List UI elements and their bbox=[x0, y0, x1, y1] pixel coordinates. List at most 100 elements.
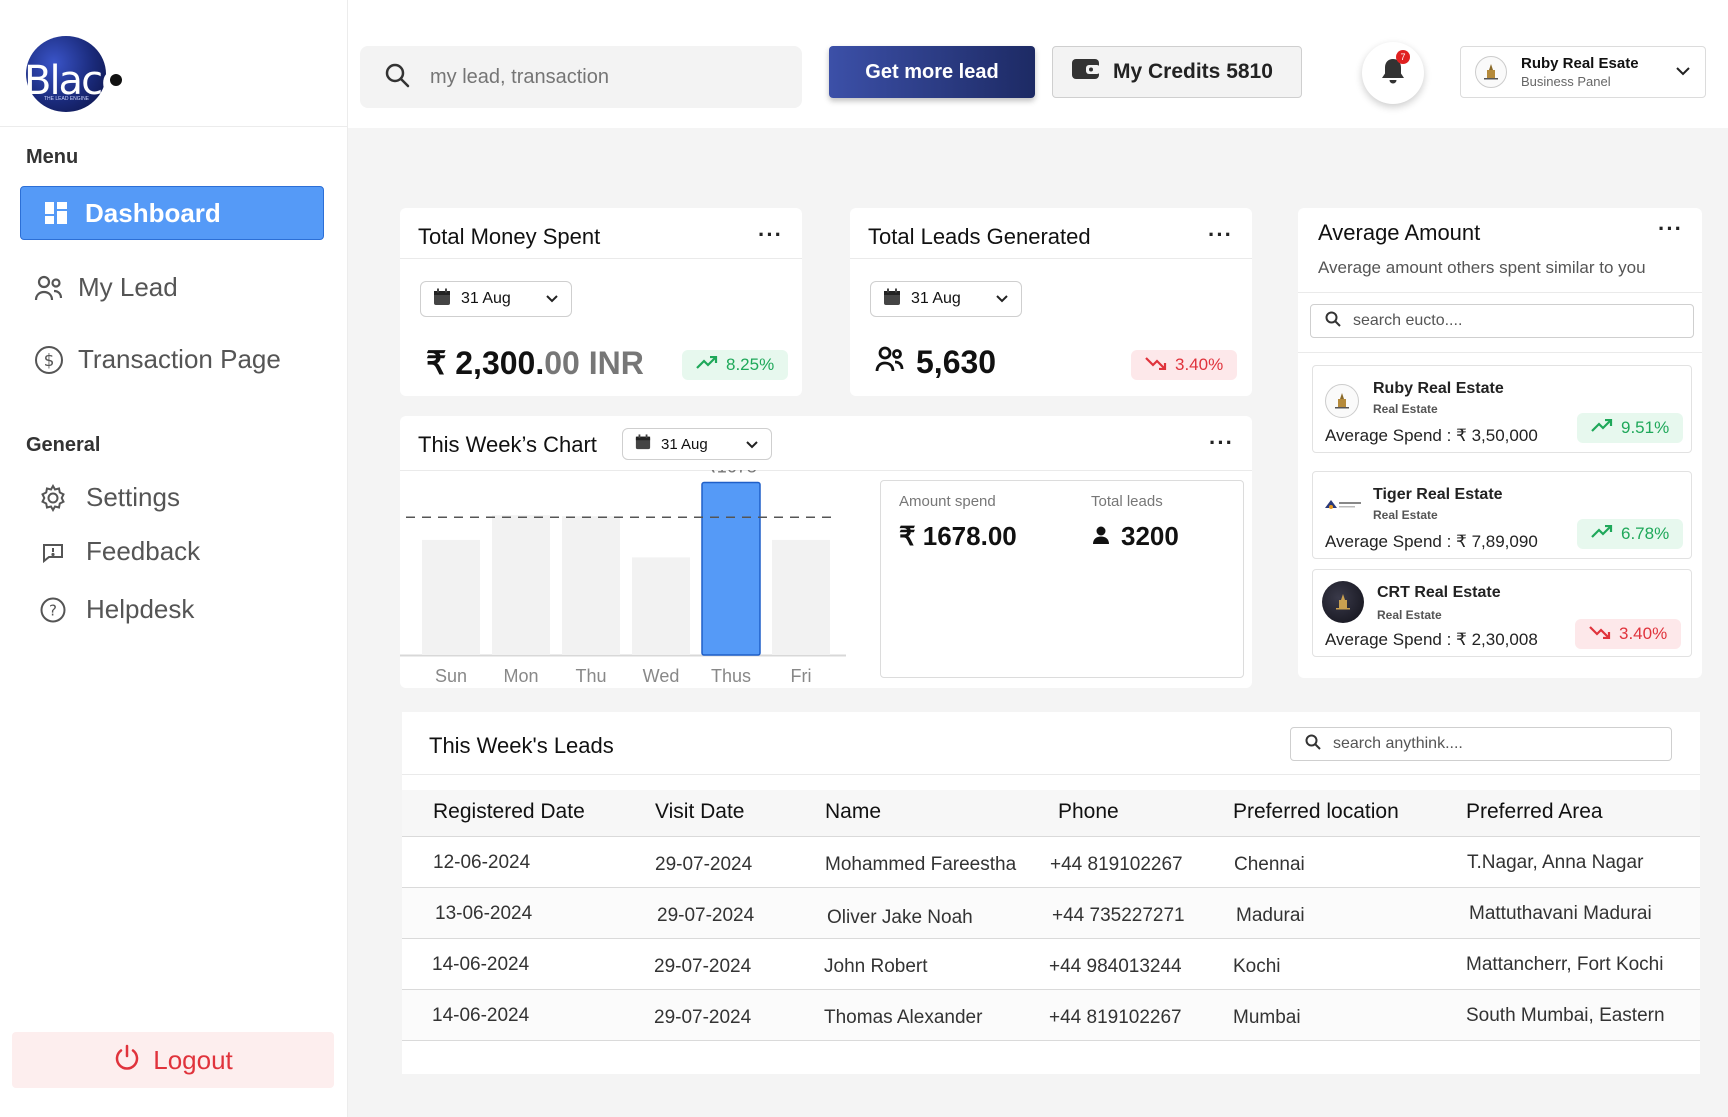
average-search[interactable]: search eucto.... bbox=[1310, 304, 1694, 338]
calendar-icon bbox=[433, 288, 451, 311]
sidebar: Blaco THE LEAD ENGINE Menu Dashboard My … bbox=[0, 0, 348, 1117]
money-date-select[interactable]: 31 Aug bbox=[420, 281, 572, 317]
notification-button[interactable]: 7 bbox=[1362, 42, 1424, 104]
profile-dropdown[interactable]: Ruby Real Esate Business Panel bbox=[1460, 46, 1706, 98]
total-leads-stat: 3200 bbox=[1091, 521, 1179, 552]
column-header-name[interactable]: Name bbox=[825, 800, 882, 823]
general-section-label: General bbox=[26, 434, 101, 456]
average-spend: Average Spend : ₹ 7,89,090 bbox=[1325, 532, 1538, 551]
week-stats-box: Amount spend ₹ 1678.00 Total leads 3200 bbox=[880, 480, 1244, 678]
leads-date-select[interactable]: 31 Aug bbox=[870, 281, 1022, 317]
money-card-title: Total Money Spent bbox=[418, 224, 601, 249]
money-change-badge: 8.25% bbox=[682, 350, 789, 380]
week-leads-title: This Week's Leads bbox=[429, 733, 614, 758]
sidebar-item-label: Feedback bbox=[86, 536, 201, 566]
search-icon bbox=[1305, 734, 1321, 755]
average-item-ruby[interactable]: Ruby Real Estate Real Estate Average Spe… bbox=[1312, 365, 1692, 453]
week-bar-chart: Sun Mon Thu Wed Thus ₹1678 Fri bbox=[400, 470, 846, 686]
sidebar-item-my-lead[interactable]: My Lead bbox=[34, 272, 178, 303]
chart-bar-fri[interactable] bbox=[772, 539, 830, 655]
more-options-icon[interactable]: ··· bbox=[1208, 222, 1233, 247]
more-options-icon[interactable]: ··· bbox=[1209, 430, 1234, 455]
leads-value: 5,630 bbox=[916, 344, 997, 380]
money-value-main: ₹ 2,300. bbox=[426, 345, 545, 381]
cell-name: Oliver Jake Noah bbox=[827, 907, 973, 928]
average-item-crt[interactable]: CRT Real Estate Real Estate Average Spen… bbox=[1312, 569, 1692, 657]
average-spend: Average Spend : ₹ 2,30,008 bbox=[1325, 630, 1538, 649]
cell-registered-date: 14-06-2024 bbox=[432, 954, 530, 975]
column-header-visit-date[interactable]: Visit Date bbox=[655, 800, 745, 823]
column-header-preferred-area[interactable]: Preferred Area bbox=[1466, 800, 1603, 823]
chart-tick-label: Thu bbox=[575, 666, 606, 686]
company-logo bbox=[1322, 581, 1364, 623]
column-header-phone[interactable]: Phone bbox=[1058, 800, 1119, 823]
sidebar-item-label: My Lead bbox=[78, 272, 178, 302]
card-divider bbox=[1298, 352, 1702, 353]
logo-text: Blaco bbox=[24, 58, 126, 104]
company-name: Tiger Real Estate bbox=[1373, 486, 1503, 503]
chevron-down-icon bbox=[1675, 63, 1691, 81]
calendar-icon bbox=[635, 434, 651, 454]
my-credits-button[interactable]: My Credits 5810 bbox=[1052, 46, 1302, 98]
column-header-registered-date[interactable]: Registered Date bbox=[433, 800, 585, 823]
svg-text:?: ? bbox=[49, 601, 57, 619]
sidebar-item-helpdesk[interactable]: ? Helpdesk bbox=[38, 594, 194, 625]
more-options-icon[interactable]: ··· bbox=[758, 222, 783, 247]
column-header-preferred-location[interactable]: Preferred location bbox=[1233, 800, 1399, 823]
sidebar-item-settings[interactable]: Settings bbox=[38, 482, 180, 513]
search-placeholder: search eucto.... bbox=[1353, 312, 1463, 329]
cell-area: Mattancherr, Fort Kochi bbox=[1466, 954, 1664, 975]
leads-search[interactable]: search anythink.... bbox=[1290, 727, 1672, 761]
average-item-tiger[interactable]: Tiger Real Estate Real Estate Average Sp… bbox=[1312, 471, 1692, 559]
chart-bar-mon[interactable] bbox=[492, 515, 550, 655]
card-divider bbox=[400, 258, 802, 259]
chart-data-label: ₹1678 bbox=[705, 470, 757, 477]
cell-area: T.Nagar, Anna Nagar bbox=[1467, 852, 1644, 873]
company-logo bbox=[1323, 494, 1365, 514]
users-icon bbox=[874, 344, 906, 381]
trend-up-icon bbox=[1591, 418, 1613, 438]
table-row[interactable]: 14-06-2024 29-07-2024 John Robert +44 98… bbox=[402, 939, 1700, 990]
power-icon bbox=[113, 1043, 141, 1078]
chart-bar-wed[interactable] bbox=[632, 557, 690, 655]
bell-icon bbox=[1377, 55, 1409, 92]
profile-text: Ruby Real Esate Business Panel bbox=[1521, 55, 1639, 89]
chart-bar-thu[interactable] bbox=[562, 516, 620, 655]
get-more-lead-button[interactable]: Get more lead bbox=[829, 46, 1035, 98]
trend-up-icon bbox=[1591, 524, 1613, 544]
change-value: 3.40% bbox=[1619, 624, 1668, 643]
profile-name: Ruby Real Esate bbox=[1521, 55, 1639, 72]
logo-dot bbox=[110, 74, 122, 86]
company-type: Real Estate bbox=[1373, 402, 1438, 416]
sidebar-item-label: Dashboard bbox=[85, 197, 221, 228]
chart-bar-sun[interactable] bbox=[422, 539, 480, 655]
table-row[interactable]: 12-06-2024 29-07-2024 Mohammed Fareestha… bbox=[402, 837, 1700, 888]
trend-down-icon bbox=[1145, 355, 1167, 375]
search-input[interactable] bbox=[430, 65, 770, 89]
card-divider bbox=[1298, 292, 1702, 293]
table-row[interactable]: 14-06-2024 29-07-2024 Thomas Alexander +… bbox=[402, 990, 1700, 1041]
company-logo bbox=[1325, 384, 1359, 418]
sidebar-item-feedback[interactable]: Feedback bbox=[38, 536, 200, 567]
average-card-subtitle: Average amount others spent similar to y… bbox=[1318, 258, 1646, 277]
logout-button[interactable]: Logout bbox=[12, 1032, 334, 1088]
company-name: CRT Real Estate bbox=[1377, 584, 1501, 601]
change-badge: 3.40% bbox=[1575, 619, 1682, 649]
cell-registered-date: 14-06-2024 bbox=[432, 1005, 530, 1026]
chart-bar-thus[interactable] bbox=[701, 481, 761, 656]
sidebar-item-transaction[interactable]: $ Transaction Page bbox=[34, 344, 281, 375]
chart-tick-label: Sun bbox=[435, 666, 467, 686]
chart-tick-label: Thus bbox=[711, 666, 751, 686]
brand-logo[interactable]: Blaco THE LEAD ENGINE bbox=[24, 36, 136, 116]
table-row[interactable]: 13-06-2024 29-07-2024 Oliver Jake Noah +… bbox=[402, 888, 1700, 939]
change-badge: 6.78% bbox=[1577, 519, 1684, 549]
change-value: 8.25% bbox=[726, 355, 775, 374]
more-options-icon[interactable]: ··· bbox=[1658, 216, 1683, 241]
sidebar-item-dashboard[interactable]: Dashboard bbox=[20, 186, 324, 240]
card-divider bbox=[402, 774, 1700, 775]
cell-area: South Mumbai, Eastern bbox=[1466, 1005, 1665, 1026]
cell-visit-date: 29-07-2024 bbox=[655, 854, 753, 875]
chart-date-select[interactable]: 31 Aug bbox=[622, 428, 772, 460]
cell-phone: +44 735227271 bbox=[1052, 905, 1185, 926]
global-search[interactable] bbox=[360, 46, 802, 108]
